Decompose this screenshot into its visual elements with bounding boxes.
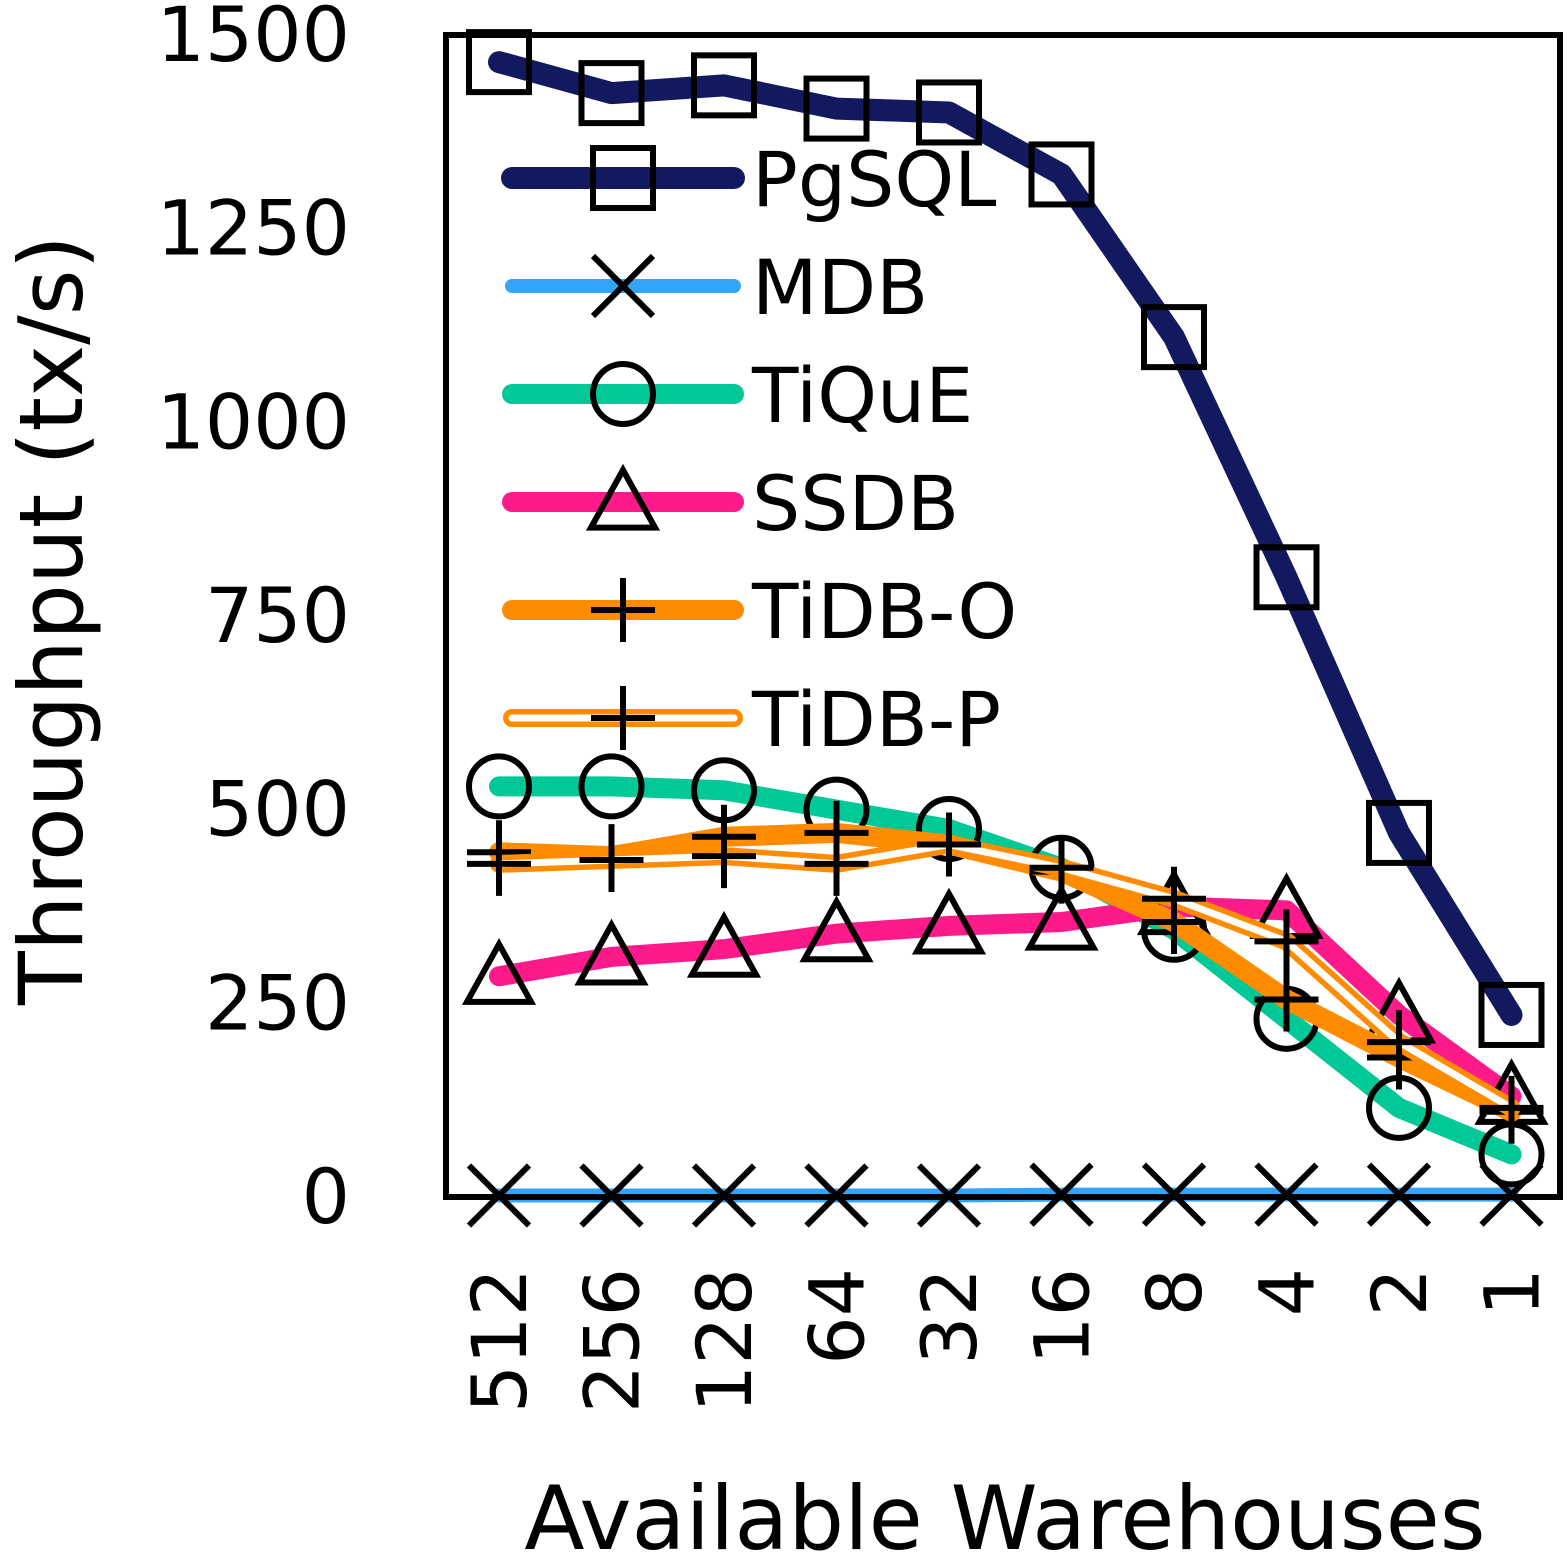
series-line-gap (495, 841, 1515, 1112)
marker-plus (591, 686, 655, 750)
marker-square (578, 60, 645, 127)
legend-item-ssdb: SSDB (502, 459, 959, 548)
x-tick-label: 8 (1130, 1268, 1219, 1316)
legend-label: MDB (752, 243, 928, 332)
marker-plus (1367, 1010, 1431, 1075)
marker-plus (579, 828, 644, 893)
marker-plus (804, 831, 869, 896)
legend-item-tidb-o: TiDB-O (502, 567, 1017, 656)
legend-label: PgSQL (752, 135, 996, 224)
y-tick-label: 750 (205, 571, 350, 660)
legend: PgSQL MDB TiQuE SSDB TiDB-O TiDB-P (501, 135, 1017, 764)
x-tick-label: 64 (793, 1268, 882, 1365)
marker-plus (1479, 1075, 1544, 1140)
y-tick-label: 1500 (157, 0, 350, 79)
legend-item-tidb-p: TiDB-P (503, 675, 1001, 764)
marker-triangle (1024, 883, 1099, 951)
marker-plus (1254, 967, 1319, 1032)
marker-square (1253, 544, 1320, 611)
x-tick-label: 4 (1243, 1268, 1332, 1316)
marker-plus (1029, 835, 1094, 900)
marker-plus (1254, 909, 1319, 974)
y-tick-label: 500 (205, 765, 350, 854)
legend-label: TiQuE (751, 351, 973, 440)
marker-square (590, 145, 656, 211)
x-tick-label: 256 (568, 1268, 657, 1413)
series-pgsql (466, 29, 1545, 1048)
marker-square (1028, 141, 1095, 208)
x-tick-label: 1 (1468, 1268, 1557, 1316)
x-tick-label: 512 (455, 1268, 544, 1413)
y-tick-label: 0 (302, 1152, 350, 1241)
marker-triangle (461, 938, 537, 1005)
marker-plus (467, 831, 531, 896)
series-line (488, 51, 1523, 1026)
legend-label: SSDB (752, 459, 959, 548)
marker-plus (1142, 866, 1206, 931)
y-axis-title: Throughput (tx/s) (0, 235, 103, 1006)
plot-frame (443, 32, 1563, 1200)
x-tick-label: 16 (1018, 1268, 1107, 1365)
x-tick-label: 128 (680, 1268, 769, 1413)
x-axis: 512 256 128 64 32 16 8 4 2 1 (455, 1268, 1557, 1413)
legend-label: TiDB-O (751, 567, 1017, 656)
series-tique (466, 753, 1545, 1188)
legend-item-pgsql: PgSQL (501, 135, 996, 224)
legend-item-mdb: MDB (505, 243, 928, 332)
x-tick-label: 2 (1355, 1268, 1444, 1316)
y-tick-label: 1000 (157, 377, 350, 466)
y-tick-label: 1250 (157, 184, 350, 273)
marker-plus (591, 578, 655, 642)
marker-x (590, 253, 656, 319)
marker-triangle (799, 895, 874, 963)
series-tidb-p (467, 812, 1544, 1140)
marker-triangle (574, 918, 649, 986)
marker-plus (917, 812, 981, 877)
marker-triangle (911, 887, 987, 955)
marker-triangle (585, 463, 661, 531)
marker-triangle (686, 910, 762, 978)
marker-square (1478, 981, 1545, 1048)
marker-square (803, 75, 870, 142)
y-tick-label: 250 (205, 958, 350, 1047)
x-tick-label: 32 (905, 1268, 994, 1365)
marker-circle (590, 361, 656, 427)
y-axis: 0 250 500 750 1000 1250 1500 (157, 0, 350, 1241)
marker-circle (466, 753, 532, 820)
legend-item-tique: TiQuE (502, 351, 973, 440)
legend-label: TiDB-P (751, 675, 1001, 764)
marker-plus (692, 824, 756, 889)
marker-square (916, 79, 982, 146)
marker-square (1141, 304, 1207, 371)
marker-circle (578, 753, 645, 820)
x-axis-title: Available Warehouses (524, 1467, 1485, 1559)
marker-square (1366, 799, 1432, 866)
series-line (489, 896, 1522, 1107)
marker-square (691, 52, 757, 119)
